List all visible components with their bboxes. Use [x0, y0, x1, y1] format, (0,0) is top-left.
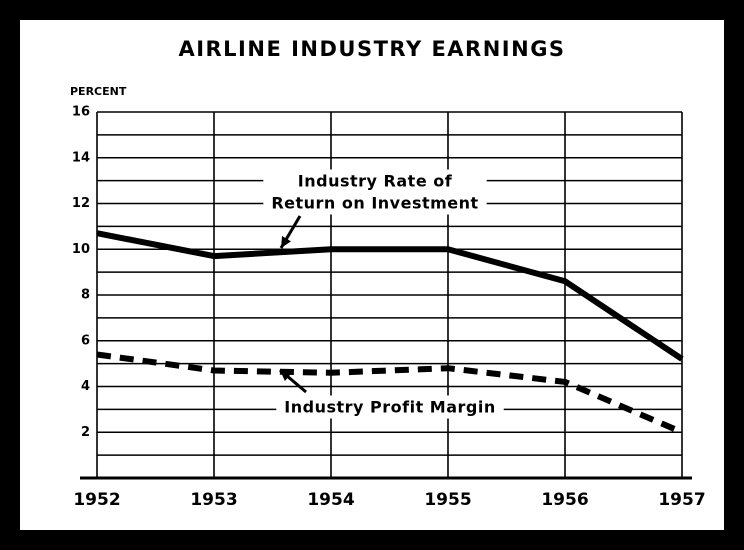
x-tick-label: 1954: [307, 490, 354, 510]
y-tick-label: 8: [81, 288, 90, 303]
panel: [20, 20, 724, 530]
annotation-text: Industry Profit Margin: [284, 398, 495, 417]
x-tick-label: 1953: [190, 490, 237, 510]
chart-title: AIRLINE INDUSTRY EARNINGS: [178, 37, 565, 61]
y-tick-label: 14: [72, 150, 90, 165]
y-axis-label: PERCENT: [70, 85, 127, 98]
annotation-text: Industry Rate of: [298, 172, 453, 191]
y-tick-label: 12: [72, 196, 90, 211]
y-tick-label: 16: [72, 105, 90, 120]
annotation: Industry Profit Margin: [276, 395, 504, 419]
x-tick-label: 1955: [424, 490, 471, 510]
y-tick-label: 10: [72, 242, 90, 257]
annotation-arrowhead: [280, 370, 292, 381]
annotation-arrowhead: [281, 236, 292, 248]
x-tick-label: 1956: [541, 490, 588, 510]
y-tick-label: 2: [81, 425, 90, 440]
x-tick-label: 1952: [73, 490, 120, 510]
series-line: [96, 351, 684, 436]
x-tick-label: 1957: [658, 490, 705, 510]
annotation-background: [276, 395, 504, 419]
series-line: [96, 230, 684, 362]
annotation-background: [263, 169, 487, 215]
y-tick-label: 6: [81, 333, 90, 348]
y-tick-label: 4: [81, 379, 90, 394]
annotation-text: Return on Investment: [271, 194, 478, 213]
annotation: Industry Rate of Return on Investment: [263, 169, 487, 215]
